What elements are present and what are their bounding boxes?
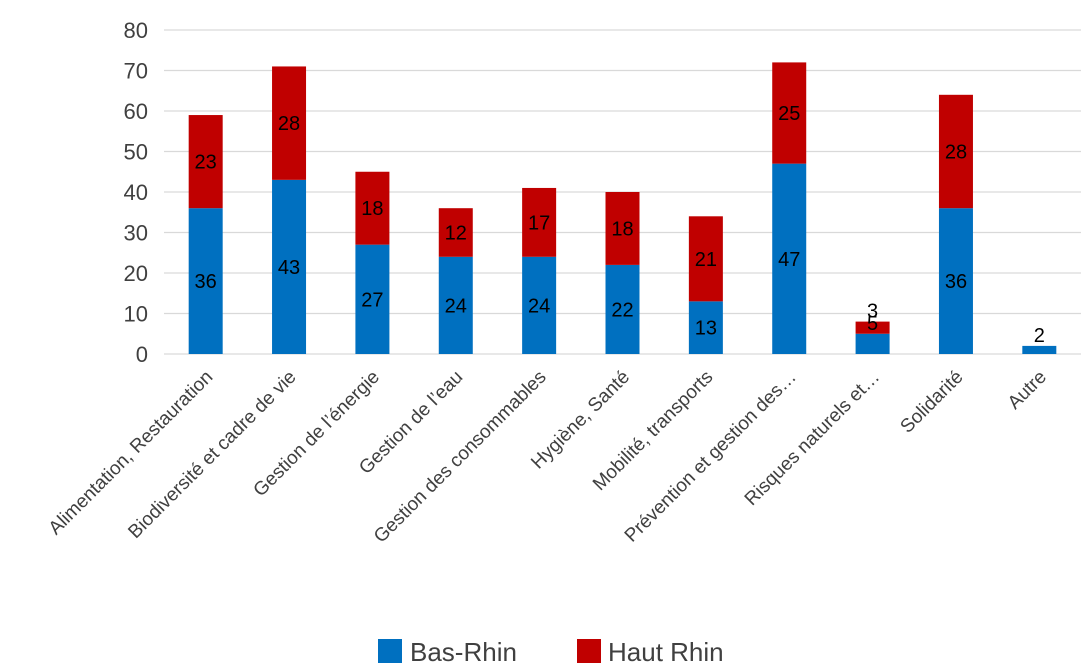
legend-item-haut-rhin[interactable]: Haut Rhin <box>577 637 724 666</box>
x-category-label: Prévention et gestion des… <box>621 367 801 547</box>
data-label: 24 <box>445 295 467 317</box>
x-category-label: Alimentation, Restauration <box>45 367 217 539</box>
data-label: 23 <box>195 152 217 174</box>
legend: Bas-Rhin Haut Rhin <box>378 637 724 666</box>
data-label: 21 <box>695 249 717 271</box>
x-category-label: Solidarité <box>897 367 968 438</box>
data-label: 3 <box>867 301 878 323</box>
x-category-label: Autre <box>1004 367 1051 414</box>
data-label: 2 <box>1034 325 1045 347</box>
x-category-label: Biodiversité et cadre de vie <box>124 367 300 543</box>
y-tick-label: 10 <box>124 302 148 327</box>
data-label: 24 <box>528 295 550 317</box>
y-tick-label: 60 <box>124 99 148 124</box>
y-tick-label: 30 <box>124 221 148 246</box>
legend-item-bas-rhin[interactable]: Bas-Rhin <box>378 637 517 666</box>
data-label: 43 <box>278 257 300 279</box>
data-label: 18 <box>361 198 383 220</box>
data-label: 22 <box>611 299 633 321</box>
y-tick-label: 40 <box>124 180 148 205</box>
y-tick-label: 80 <box>124 18 148 43</box>
data-label: 17 <box>528 212 550 234</box>
legend-label-bas-rhin: Bas-Rhin <box>410 637 517 666</box>
legend-swatch-haut-rhin <box>577 639 601 663</box>
y-tick-label: 50 <box>124 140 148 165</box>
data-label: 28 <box>278 113 300 135</box>
y-tick-label: 20 <box>124 261 148 286</box>
bar-bas-rhin <box>1022 346 1056 354</box>
y-tick-label: 70 <box>124 59 148 84</box>
data-label: 12 <box>445 223 467 245</box>
y-axis-tick-labels: 0 10 20 30 40 50 60 70 80 <box>124 18 148 367</box>
y-tick-label: 0 <box>136 342 148 367</box>
data-label: 18 <box>611 218 633 240</box>
data-label: 27 <box>361 289 383 311</box>
x-category-label: Gestion des consommables <box>370 367 551 548</box>
data-label: 28 <box>945 142 967 164</box>
data-label: 36 <box>945 271 967 293</box>
data-label: 47 <box>778 249 800 271</box>
data-label: 13 <box>695 318 717 340</box>
x-category-label: Risques naturels et… <box>741 367 884 510</box>
bar-bas-rhin <box>856 334 890 354</box>
legend-swatch-bas-rhin <box>378 639 402 663</box>
legend-label-haut-rhin: Haut Rhin <box>608 637 724 666</box>
data-label: 36 <box>195 271 217 293</box>
data-label: 25 <box>778 103 800 125</box>
